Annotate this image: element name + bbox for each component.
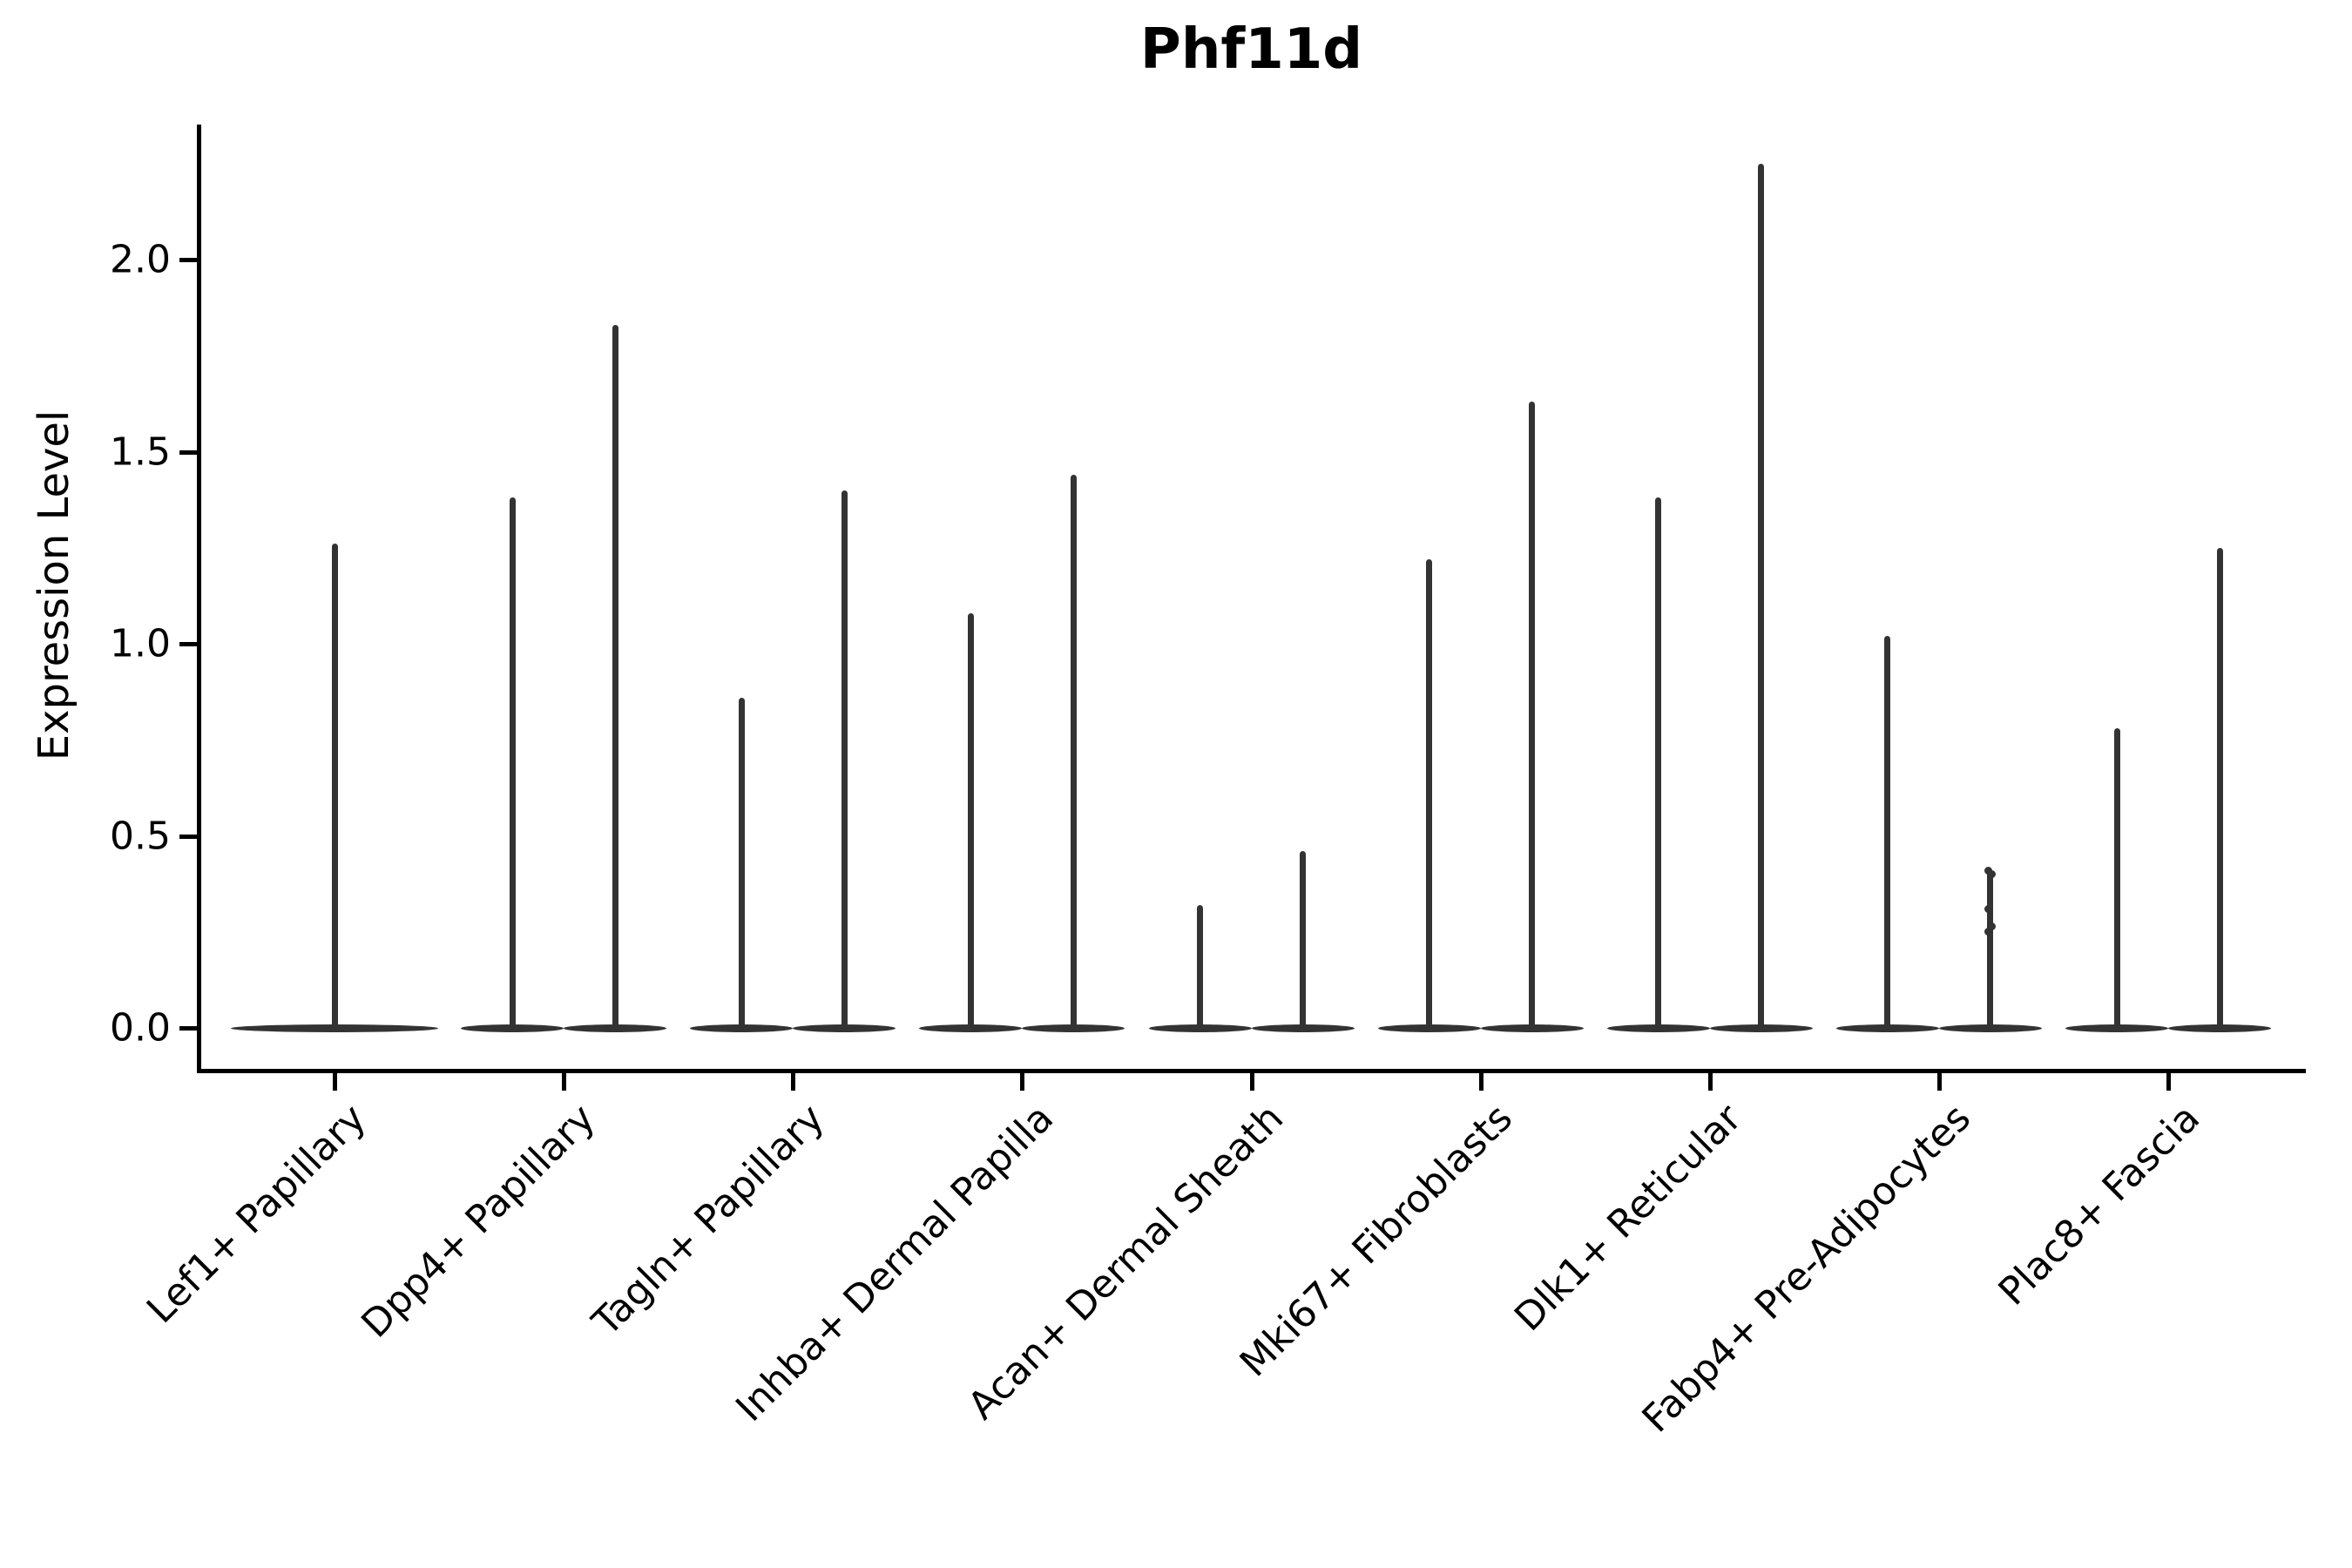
violin-spike: [1655, 497, 1662, 1028]
y-tick-label: 1.0: [110, 621, 171, 666]
violin-spike: [738, 697, 745, 1028]
violin-base: [1148, 1024, 1252, 1032]
violin-spike: [1529, 402, 1536, 1028]
x-tick-mark: [333, 1073, 337, 1091]
x-tick-label: Tagln+ Papillary: [584, 1096, 834, 1345]
x-tick-mark: [562, 1073, 567, 1091]
violin-base: [919, 1024, 1023, 1032]
x-tick-mark: [1478, 1073, 1484, 1091]
violin-spike: [331, 544, 338, 1028]
y-tick-mark: [179, 449, 197, 455]
violin-base: [1835, 1024, 1939, 1032]
violin-base: [2168, 1024, 2271, 1032]
violin-base: [1022, 1024, 1125, 1032]
violin-spike: [1426, 558, 1433, 1028]
jitter-point: [1984, 928, 1993, 936]
y-tick-label: 2.0: [110, 237, 171, 282]
violin-base: [231, 1024, 438, 1032]
violin-spike: [612, 324, 618, 1028]
violin-base: [564, 1024, 667, 1032]
violin-base: [1709, 1024, 1813, 1032]
x-tick-mark: [791, 1073, 796, 1091]
x-tick-label: Dlk1+ Reticular: [1505, 1096, 1750, 1340]
violin-base: [461, 1024, 564, 1032]
x-tick-label: Plac8+ Fascia: [1990, 1096, 2209, 1315]
y-tick-mark: [179, 642, 197, 646]
violin-spike: [967, 612, 974, 1028]
violin-base: [1606, 1024, 1710, 1032]
y-tick-label: 0.0: [110, 1005, 171, 1051]
y-tick-mark: [179, 834, 197, 839]
violin-base: [1377, 1024, 1481, 1032]
x-tick-mark: [2166, 1073, 2171, 1091]
violin-spike: [1987, 870, 1994, 1028]
y-tick-label: 1.5: [110, 429, 171, 474]
x-tick-mark: [1020, 1073, 1025, 1091]
violin-spike: [1300, 851, 1306, 1028]
violin-spike: [1758, 163, 1765, 1028]
jitter-point: [1988, 870, 1997, 879]
violin-base: [1480, 1024, 1584, 1032]
x-tick-mark: [1249, 1073, 1254, 1091]
violin-base: [793, 1024, 896, 1032]
violin-spike: [841, 490, 848, 1028]
violin-spike: [2216, 547, 2223, 1028]
violin-base: [1938, 1024, 2042, 1032]
y-tick-mark: [179, 258, 197, 262]
violin-spike: [1070, 474, 1077, 1028]
violin-base: [690, 1024, 794, 1032]
jitter-point: [1988, 922, 1997, 930]
x-tick-mark: [1707, 1073, 1713, 1091]
jitter-point: [1984, 904, 1993, 913]
x-tick-mark: [1936, 1073, 1942, 1091]
violin-spike: [1197, 904, 1203, 1028]
plot-area: [197, 125, 2306, 1073]
violin-base: [1251, 1024, 1355, 1032]
x-tick-label: Dpp4+ Papillary: [353, 1096, 605, 1347]
chart-title: Phf11d: [1139, 17, 1363, 82]
violin-spike: [1884, 636, 1891, 1028]
y-tick-label: 0.5: [110, 814, 171, 858]
violin-spike: [509, 497, 516, 1028]
violin-base: [2065, 1024, 2168, 1032]
y-tick-mark: [179, 1026, 197, 1031]
violin-spike: [2113, 728, 2120, 1028]
x-tick-label: Lef1+ Papillary: [138, 1096, 375, 1333]
